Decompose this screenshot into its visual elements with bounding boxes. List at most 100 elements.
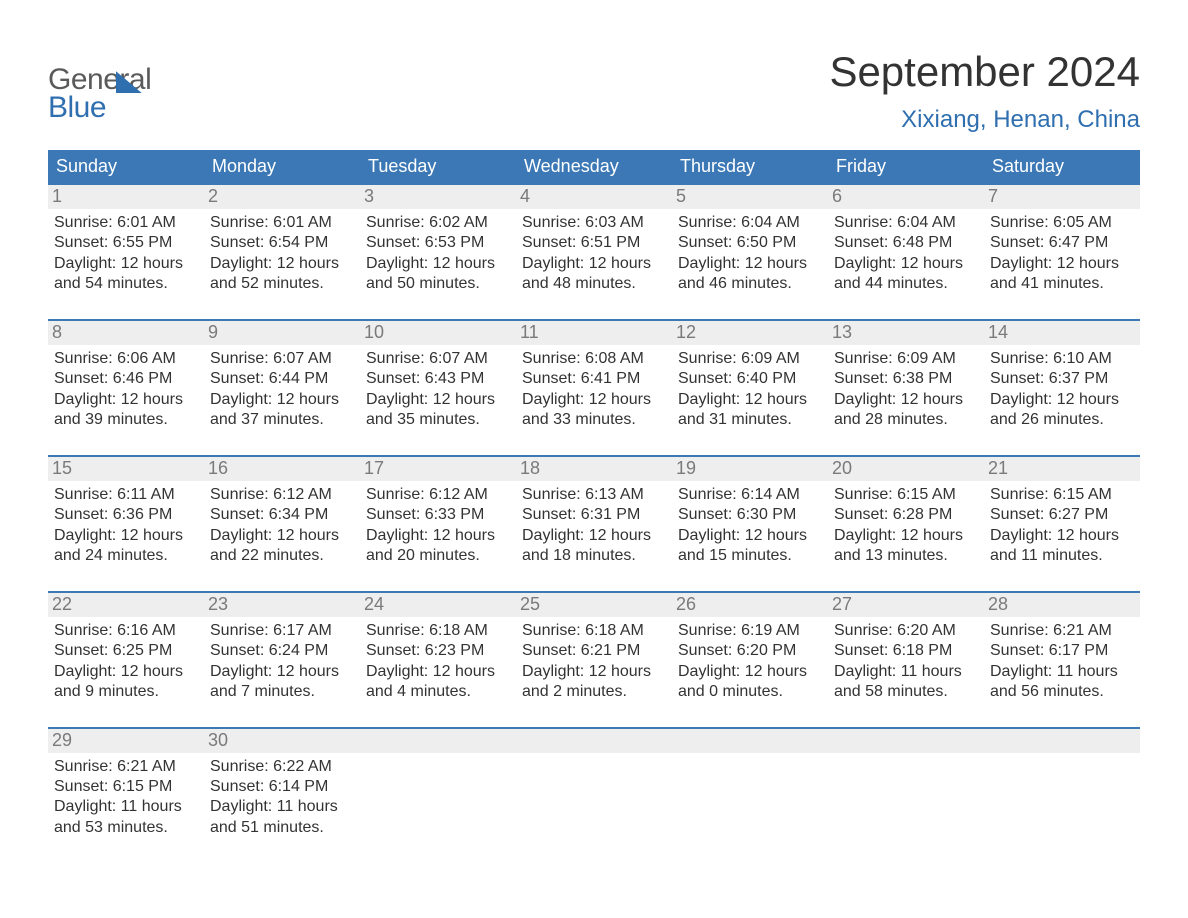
calendar-day-cell: 30Sunrise: 6:22 AMSunset: 6:14 PMDayligh… xyxy=(204,729,360,845)
sunset-line: Sunset: 6:44 PM xyxy=(210,369,354,389)
sunrise-line: Sunrise: 6:14 AM xyxy=(678,485,822,505)
calendar-day-cell: 29Sunrise: 6:21 AMSunset: 6:15 PMDayligh… xyxy=(48,729,204,845)
calendar-week-row: 8Sunrise: 6:06 AMSunset: 6:46 PMDaylight… xyxy=(48,319,1140,437)
weekday-header: Thursday xyxy=(672,150,828,185)
day-details: Sunrise: 6:10 AMSunset: 6:37 PMDaylight:… xyxy=(990,349,1134,431)
day-number: 2 xyxy=(204,185,360,209)
daylight-line-2: and 51 minutes. xyxy=(210,818,354,838)
daylight-line-2: and 41 minutes. xyxy=(990,274,1134,294)
sunrise-line: Sunrise: 6:07 AM xyxy=(366,349,510,369)
empty-day-header xyxy=(360,729,516,753)
day-number: 9 xyxy=(204,321,360,345)
day-number: 22 xyxy=(48,593,204,617)
sunrise-line: Sunrise: 6:22 AM xyxy=(210,757,354,777)
day-details: Sunrise: 6:22 AMSunset: 6:14 PMDaylight:… xyxy=(210,757,354,839)
calendar-day-cell: 23Sunrise: 6:17 AMSunset: 6:24 PMDayligh… xyxy=(204,593,360,709)
weekday-header: Sunday xyxy=(48,150,204,185)
brand-logo: General Blue xyxy=(48,48,151,121)
sunrise-line: Sunrise: 6:10 AM xyxy=(990,349,1134,369)
day-number: 5 xyxy=(672,185,828,209)
daylight-line-2: and 37 minutes. xyxy=(210,410,354,430)
day-details: Sunrise: 6:20 AMSunset: 6:18 PMDaylight:… xyxy=(834,621,978,703)
day-number: 26 xyxy=(672,593,828,617)
calendar-day-cell: 18Sunrise: 6:13 AMSunset: 6:31 PMDayligh… xyxy=(516,457,672,573)
daylight-line-2: and 48 minutes. xyxy=(522,274,666,294)
calendar-day-cell: 22 Sunrise: 6:16 AMSunset: 6:25 PMDayligh… xyxy=(48,593,204,709)
sunrise-line: Sunrise: 6:15 AM xyxy=(990,485,1134,505)
daylight-line-2: and 24 minutes. xyxy=(54,546,198,566)
sunrise-line: Sunrise: 6:01 AM xyxy=(210,213,354,233)
daylight-line-1: Daylight: 11 hours xyxy=(990,662,1134,682)
day-number: 13 xyxy=(828,321,984,345)
daylight-line-2: and 46 minutes. xyxy=(678,274,822,294)
daylight-line-1: Daylight: 12 hours xyxy=(366,526,510,546)
daylight-line-1: Daylight: 12 hours xyxy=(54,662,198,682)
day-details: Sunrise: 6:16 AMSunset: 6:25 PMDaylight:… xyxy=(54,621,198,703)
calendar-day-cell xyxy=(828,729,984,845)
sunrise-line: Sunrise: 6:04 AM xyxy=(834,213,978,233)
daylight-line-1: Daylight: 12 hours xyxy=(522,526,666,546)
calendar-day-cell: 16Sunrise: 6:12 AMSunset: 6:34 PMDayligh… xyxy=(204,457,360,573)
day-details: Sunrise: 6:15 AMSunset: 6:27 PMDaylight:… xyxy=(990,485,1134,567)
sunrise-line: Sunrise: 6:21 AM xyxy=(990,621,1134,641)
daylight-line-1: Daylight: 12 hours xyxy=(678,390,822,410)
daylight-line-1: Daylight: 12 hours xyxy=(210,526,354,546)
sunrise-line: Sunrise: 6:16 AM xyxy=(54,621,198,641)
sunset-line: Sunset: 6:47 PM xyxy=(990,233,1134,253)
daylight-line-1: Daylight: 12 hours xyxy=(678,662,822,682)
daylight-line-1: Daylight: 12 hours xyxy=(366,662,510,682)
day-details: Sunrise: 6:04 AMSunset: 6:48 PMDaylight:… xyxy=(834,213,978,295)
daylight-line-1: Daylight: 12 hours xyxy=(522,390,666,410)
weekday-header: Wednesday xyxy=(516,150,672,185)
daylight-line-1: Daylight: 12 hours xyxy=(990,390,1134,410)
calendar-day-cell: 14Sunrise: 6:10 AMSunset: 6:37 PMDayligh… xyxy=(984,321,1140,437)
sunset-line: Sunset: 6:34 PM xyxy=(210,505,354,525)
sunrise-line: Sunrise: 6:05 AM xyxy=(990,213,1134,233)
day-number: 10 xyxy=(360,321,516,345)
calendar-day-cell: 9Sunrise: 6:07 AMSunset: 6:44 PMDaylight… xyxy=(204,321,360,437)
empty-day-header xyxy=(516,729,672,753)
daylight-line-2: and 22 minutes. xyxy=(210,546,354,566)
sunset-line: Sunset: 6:30 PM xyxy=(678,505,822,525)
sunset-line: Sunset: 6:54 PM xyxy=(210,233,354,253)
day-number: 21 xyxy=(984,457,1140,481)
calendar-day-cell: 6Sunrise: 6:04 AMSunset: 6:48 PMDaylight… xyxy=(828,185,984,301)
daylight-line-1: Daylight: 11 hours xyxy=(210,797,354,817)
sunset-line: Sunset: 6:40 PM xyxy=(678,369,822,389)
daylight-line-1: Daylight: 12 hours xyxy=(678,254,822,274)
sunrise-line: Sunrise: 6:18 AM xyxy=(522,621,666,641)
sunrise-line: Sunrise: 6:03 AM xyxy=(522,213,666,233)
day-details: Sunrise: 6:15 AMSunset: 6:28 PMDaylight:… xyxy=(834,485,978,567)
day-details: Sunrise: 6:01 AMSunset: 6:54 PMDaylight:… xyxy=(210,213,354,295)
calendar-day-cell: 4Sunrise: 6:03 AMSunset: 6:51 PMDaylight… xyxy=(516,185,672,301)
calendar-day-cell: 13Sunrise: 6:09 AMSunset: 6:38 PMDayligh… xyxy=(828,321,984,437)
calendar-week-row: 29Sunrise: 6:21 AMSunset: 6:15 PMDayligh… xyxy=(48,727,1140,845)
sunset-line: Sunset: 6:38 PM xyxy=(834,369,978,389)
calendar-day-cell: 7Sunrise: 6:05 AMSunset: 6:47 PMDaylight… xyxy=(984,185,1140,301)
calendar-week-row: 1Sunrise: 6:01 AMSunset: 6:55 PMDaylight… xyxy=(48,185,1140,301)
calendar-day-cell: 2 Sunrise: 6:01 AMSunset: 6:54 PMDaylight… xyxy=(204,185,360,301)
sunset-line: Sunset: 6:33 PM xyxy=(366,505,510,525)
day-details: Sunrise: 6:01 AMSunset: 6:55 PMDaylight:… xyxy=(54,213,198,295)
sunset-line: Sunset: 6:21 PM xyxy=(522,641,666,661)
sunrise-line: Sunrise: 6:19 AM xyxy=(678,621,822,641)
day-details: Sunrise: 6:05 AMSunset: 6:47 PMDaylight:… xyxy=(990,213,1134,295)
calendar-day-cell xyxy=(360,729,516,845)
sunrise-line: Sunrise: 6:02 AM xyxy=(366,213,510,233)
day-details: Sunrise: 6:02 AMSunset: 6:53 PMDaylight:… xyxy=(366,213,510,295)
sunrise-line: Sunrise: 6:04 AM xyxy=(678,213,822,233)
daylight-line-2: and 11 minutes. xyxy=(990,546,1134,566)
day-details: Sunrise: 6:06 AMSunset: 6:46 PMDaylight:… xyxy=(54,349,198,431)
sunrise-line: Sunrise: 6:07 AM xyxy=(210,349,354,369)
day-details: Sunrise: 6:07 AMSunset: 6:43 PMDaylight:… xyxy=(366,349,510,431)
daylight-line-1: Daylight: 12 hours xyxy=(54,254,198,274)
sunrise-line: Sunrise: 6:12 AM xyxy=(366,485,510,505)
daylight-line-1: Daylight: 11 hours xyxy=(834,662,978,682)
sunset-line: Sunset: 6:41 PM xyxy=(522,369,666,389)
daylight-line-2: and 52 minutes. xyxy=(210,274,354,294)
calendar-day-cell: 26Sunrise: 6:19 AMSunset: 6:20 PMDayligh… xyxy=(672,593,828,709)
daylight-line-1: Daylight: 12 hours xyxy=(834,390,978,410)
daylight-line-2: and 44 minutes. xyxy=(834,274,978,294)
calendar-day-cell: 12Sunrise: 6:09 AMSunset: 6:40 PMDayligh… xyxy=(672,321,828,437)
sunset-line: Sunset: 6:55 PM xyxy=(54,233,198,253)
